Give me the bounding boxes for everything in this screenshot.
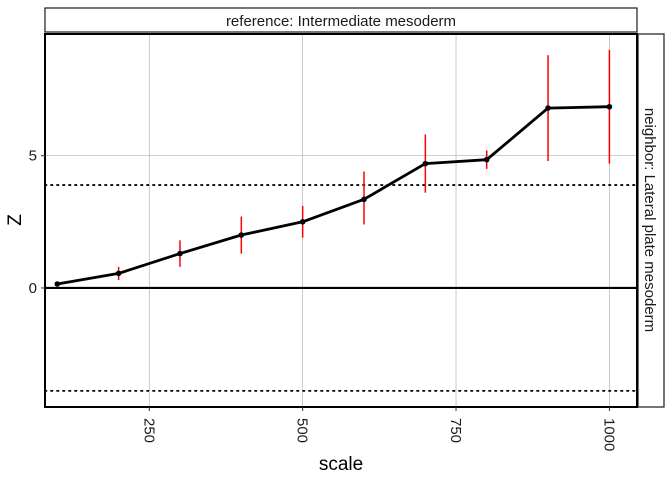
data-point [115, 270, 122, 277]
right-strip-label: neighbor: Lateral plate mesoderm [641, 108, 658, 332]
x-tick-label: 250 [140, 418, 157, 443]
y-axis: 05 [29, 148, 45, 297]
data-point [606, 103, 613, 110]
data-point [545, 105, 551, 111]
x-axis-title: scale [319, 454, 363, 475]
data-line [57, 105, 610, 286]
x-axis: 250 500 750 1000 [140, 407, 617, 451]
data-point [361, 196, 367, 203]
x-tick-label: 500 [294, 418, 311, 443]
data-point [238, 232, 245, 238]
x-tick-label: 750 [447, 418, 464, 443]
data-point [483, 156, 490, 163]
top-strip-label: reference: Intermediate mesoderm [226, 13, 456, 30]
panel-border [44, 33, 638, 408]
data-point [422, 160, 429, 167]
reference-lines [44, 184, 638, 392]
data-point [299, 219, 306, 225]
x-tick-label: 1000 [600, 418, 617, 451]
y-tick-label: 0 [29, 280, 37, 297]
series-line [57, 105, 610, 286]
right-strip [637, 33, 665, 408]
top-strip [44, 7, 638, 33]
data-point [177, 250, 183, 257]
data-point [54, 281, 61, 287]
data-points [54, 103, 613, 287]
y-axis-title: Z [5, 214, 26, 226]
y-tick-label: 5 [29, 148, 37, 165]
plot-panel [45, 34, 637, 407]
